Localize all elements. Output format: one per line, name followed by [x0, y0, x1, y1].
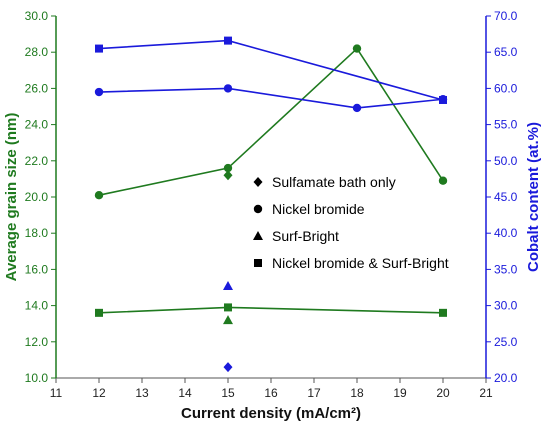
data-point-left-circle: [94, 190, 104, 200]
legend-label: Surf-Bright: [272, 228, 339, 244]
x-tick-label: 13: [135, 386, 149, 400]
y-right-tick-label: 50.0: [494, 154, 518, 168]
y-left-tick-label: 22.0: [25, 154, 49, 168]
legend-label: Nickel bromide: [272, 201, 365, 217]
legend: Sulfamate bath only Nickel bromide Surf-Br…: [253, 174, 449, 271]
y-left-tick-label: 16.0: [25, 262, 49, 276]
x-tick-label: 11: [50, 386, 63, 400]
x-axis-title: Current density (mA/cm²): [181, 405, 361, 422]
x-tick-label: 21: [479, 386, 493, 400]
y-right-tick-label: 45.0: [494, 190, 518, 204]
y-left-tick-label: 12.0: [25, 335, 49, 349]
data-point-left-square: [224, 303, 232, 312]
legend-marker-square: [254, 259, 262, 267]
y-right-tick-label: 30.0: [494, 299, 518, 313]
y-right-tick-label: 55.0: [494, 118, 518, 132]
data-point-left-triangle: [223, 315, 233, 325]
legend-label: Sulfamate bath only: [272, 174, 396, 190]
y-left-tick-label: 24.0: [25, 118, 49, 132]
legend-marker-triangle: [253, 231, 263, 240]
legend-marker-diamond: [253, 177, 263, 187]
x-tick-label: 18: [350, 386, 364, 400]
legend-marker-circle: [253, 204, 263, 214]
y-right-tick-label: 35.0: [494, 262, 518, 276]
x-tick-label: 17: [307, 386, 321, 400]
data-point-left-square: [95, 308, 103, 317]
legend-label: Nickel bromide & Surf-Bright: [272, 255, 449, 271]
data-point-right-square: [439, 95, 447, 104]
data-point-right-diamond: [223, 362, 233, 373]
data-point-left-circle: [438, 176, 448, 185]
y-left-tick-label: 26.0: [25, 81, 49, 95]
x-tick-label: 12: [92, 386, 106, 400]
x-tick-label: 16: [264, 386, 278, 400]
data-point-right-triangle: [223, 281, 233, 291]
y-axis-right-title: Cobalt content (at.%): [525, 122, 542, 272]
y-right-tick-label: 20.0: [494, 371, 518, 385]
data-point-left-circle: [352, 44, 362, 53]
data-point-right-circle: [223, 84, 233, 93]
y-left-tick-label: 30.0: [25, 9, 49, 23]
y-left-tick-label: 18.0: [25, 226, 49, 240]
data-point-right-circle: [352, 103, 362, 113]
series-line-right-circle: [98, 87, 444, 109]
data-point-left-diamond: [223, 170, 233, 181]
data-point-right-circle: [94, 87, 104, 97]
y-left-tick-label: 20.0: [25, 190, 49, 204]
y-right-tick-label: 25.0: [494, 335, 518, 349]
y-axis-left-title: Average grain size (nm): [3, 113, 20, 282]
x-tick-label: 14: [178, 386, 192, 400]
series-line-left-square: [98, 306, 444, 314]
axes: 11 12 13 14 15 16 17 18 19 20 21 10.0 12.0 14.0 16.0 18…: [25, 9, 518, 400]
y-right-tick-label: 65.0: [494, 45, 518, 59]
data-point-right-square: [95, 44, 103, 53]
series-line-left-circle: [98, 47, 444, 196]
y-right-tick-label: 70.0: [494, 9, 518, 23]
y-right-tick-label: 40.0: [494, 226, 518, 240]
data-point-left-square: [439, 308, 447, 317]
data-point-left-circle: [223, 163, 233, 173]
y-right-tick-label: 60.0: [494, 81, 518, 95]
data-point-right-square: [224, 36, 232, 45]
x-tick-label: 19: [393, 386, 407, 400]
y-left-tick-label: 14.0: [25, 299, 49, 313]
y-left-tick-label: 28.0: [25, 45, 49, 59]
x-tick-label: 15: [221, 386, 235, 400]
x-tick-label: 20: [436, 386, 450, 400]
plot-area: [94, 36, 448, 373]
y-left-tick-label: 10.0: [25, 371, 49, 385]
